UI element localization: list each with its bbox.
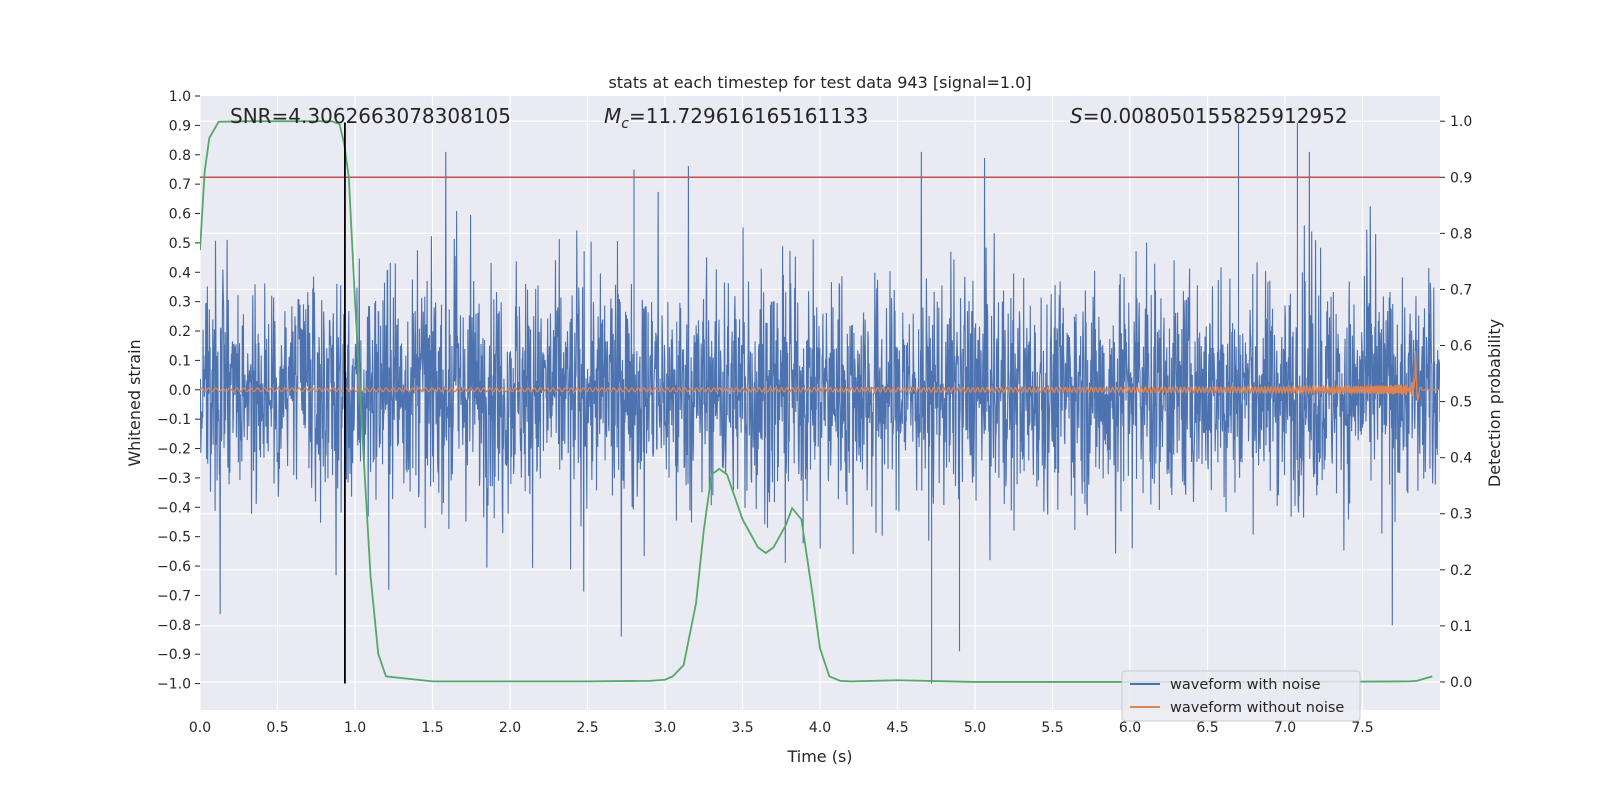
chart-title: stats at each timestep for test data 943… <box>608 73 1031 92</box>
y-tick-label: 0.6 <box>169 207 191 223</box>
y-tick-label: −0.4 <box>157 500 191 516</box>
noise-series-line <box>200 122 1440 684</box>
x-tick-label: 0.5 <box>266 720 288 736</box>
snr-annotation: SNR=4.3062663078308105 <box>230 104 511 128</box>
y2-tick-label: 0.4 <box>1450 451 1472 467</box>
y2-tick-label: 0.8 <box>1450 226 1472 242</box>
legend: waveform with noise waveform without noi… <box>1121 670 1361 722</box>
x-tick-label: 5.0 <box>964 720 986 736</box>
y2-tick-label: 0.2 <box>1450 563 1472 579</box>
y-tick-label: −0.1 <box>157 412 191 428</box>
chirp-mass-symbol: M <box>604 104 621 128</box>
x-tick-label: 5.5 <box>1041 720 1063 736</box>
x-tick-label: 6.5 <box>1196 720 1218 736</box>
y2-tick-label: 0.0 <box>1450 675 1472 691</box>
y-tick-label: 0.8 <box>169 148 191 164</box>
probability-series-line <box>200 120 1433 683</box>
y2-tick-label: 1.0 <box>1450 114 1472 130</box>
x-tick-label: 6.0 <box>1119 720 1141 736</box>
x-tick-label: 3.5 <box>731 720 753 736</box>
s-symbol: S <box>1070 104 1083 128</box>
legend-label-noise: waveform with noise <box>1170 677 1321 693</box>
y-tick-label: −0.8 <box>157 618 191 634</box>
y2-axis-label: Detection probability <box>1485 319 1504 487</box>
y-tick-label: −0.5 <box>157 530 191 546</box>
y2-tick-label: 0.1 <box>1450 619 1472 635</box>
chirp-series-line <box>200 350 1440 403</box>
legend-label-clean: waveform without noise <box>1170 700 1344 716</box>
y-tick-label: −0.6 <box>157 559 191 575</box>
y-tick-label: −0.7 <box>157 588 191 604</box>
chirp-mass-value: =11.729616165161133 <box>629 104 868 128</box>
y-tick-label: 0.3 <box>169 295 191 311</box>
legend-box <box>1121 670 1361 722</box>
x-tick-label: 4.5 <box>886 720 908 736</box>
x-tick-label: 2.0 <box>499 720 521 736</box>
x-tick-label: 1.5 <box>421 720 443 736</box>
x-tick-label: 3.0 <box>654 720 676 736</box>
y2-tick-label: 0.5 <box>1450 395 1472 411</box>
x-tick-label: 7.0 <box>1274 720 1296 736</box>
y-tick-label: −0.9 <box>157 647 191 663</box>
y-tick-label: 0.1 <box>169 353 191 369</box>
y-tick-label: 0.2 <box>169 324 191 340</box>
chirp-mass-annotation: Mc=11.729616165161133 <box>604 104 868 132</box>
axes: 0.0 0.5 1.0 1.5 2.0 2.5 3.0 3.5 4.0 4.5 5.0 5.5 6.0 6… <box>157 89 1472 736</box>
x-tick-label: 2.5 <box>576 720 598 736</box>
y-tick-label: 1.0 <box>169 89 191 105</box>
y2-tick-label: 0.9 <box>1450 170 1472 186</box>
y2-tick-label: 0.3 <box>1450 507 1472 523</box>
y-tick-label: −0.2 <box>157 442 191 458</box>
y-tick-label: 0.5 <box>169 236 191 252</box>
y2-tick-label: 0.6 <box>1450 339 1472 355</box>
y-tick-label: −0.3 <box>157 471 191 487</box>
y-axis-label: Whitened strain <box>125 339 144 466</box>
s-value: =0.008050155825912952 <box>1083 104 1348 128</box>
x-tick-label: 0.0 <box>189 720 211 736</box>
x-axis-label: Time (s) <box>786 747 852 766</box>
x-tick-label: 1.0 <box>344 720 366 736</box>
chirp-mass-subscript: c <box>621 116 629 132</box>
y-tick-label: 0.9 <box>169 118 191 134</box>
y-tick-label: −1.0 <box>157 677 191 693</box>
x-tick-label: 4.0 <box>809 720 831 736</box>
y-tick-label: 0.4 <box>169 265 191 281</box>
series-layer <box>200 120 1440 684</box>
x-tick-label: 7.5 <box>1351 720 1373 736</box>
y-tick-label: 0.7 <box>169 177 191 193</box>
y-tick-label: 0.0 <box>169 383 191 399</box>
y2-tick-label: 0.7 <box>1450 282 1472 298</box>
s-annotation: S=0.008050155825912952 <box>1070 104 1348 128</box>
